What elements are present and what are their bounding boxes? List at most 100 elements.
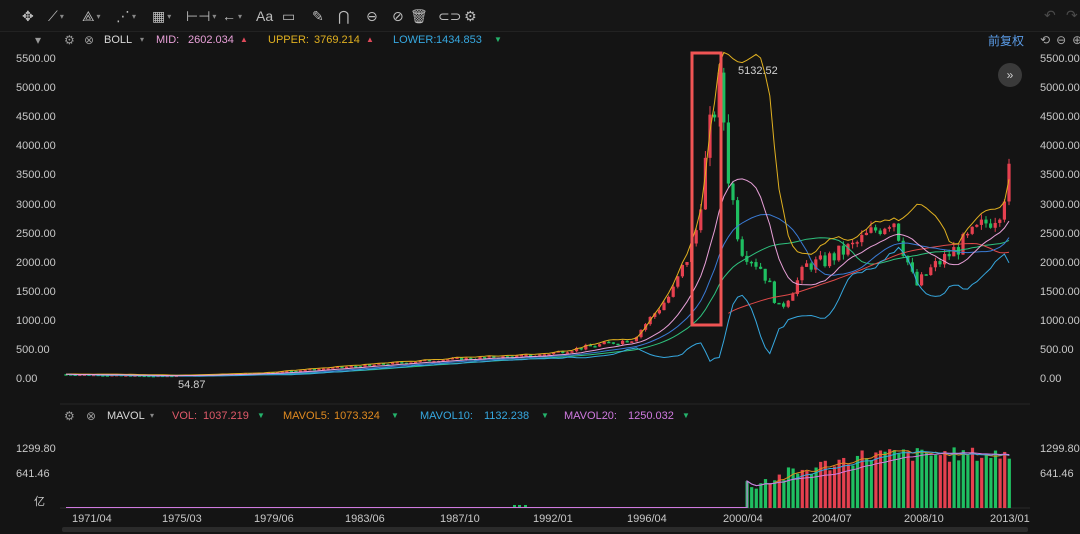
candle-body (115, 374, 119, 377)
candle-body (690, 243, 694, 262)
comment-tool-button[interactable]: ▭ (282, 6, 295, 26)
candle-body (947, 253, 951, 257)
volume-settings-icon[interactable]: ⚙ (64, 409, 75, 423)
lock-tool-button[interactable]: ⊖ (366, 6, 378, 26)
boll-lower-line (65, 246, 1010, 377)
crosshair-tool-icon: ✥ (22, 8, 34, 24)
volume-bar (920, 449, 924, 508)
link-tool-button[interactable]: ⊂⊃ (438, 6, 461, 26)
price-tick-label: 5000.00 (16, 82, 56, 95)
candle-body (423, 359, 427, 362)
ma-line-red (728, 242, 1010, 314)
candle-body (616, 343, 620, 346)
line-tool-icon: ⟋ (48, 8, 58, 24)
candle-body (671, 286, 675, 297)
candle-body (883, 228, 887, 235)
undo-icon[interactable]: ↶ (1044, 7, 1056, 23)
candle-body (561, 351, 565, 354)
redo-icon[interactable]: ↷ (1066, 7, 1078, 23)
magnet-tool-icon: ⋂ (338, 8, 350, 24)
candle-body (924, 274, 928, 276)
minus-icon[interactable]: ⊖ (1056, 33, 1067, 47)
line-tool-button[interactable]: ⟋ ▾ (48, 6, 64, 26)
reset-icon[interactable]: ⟲ (1040, 33, 1051, 47)
plus-icon[interactable]: ⊕ (1072, 33, 1080, 47)
candle-body (473, 359, 477, 361)
candle-body (510, 356, 514, 358)
candle-body (299, 370, 303, 372)
candle-body (303, 369, 307, 372)
candle-body (717, 72, 721, 118)
candle-body (285, 370, 289, 373)
candle-body (966, 233, 970, 236)
candle-body (703, 157, 707, 210)
time-tick-label: 1979/06 (254, 513, 294, 525)
fib-tool-button[interactable]: ⟁ ▾ (82, 6, 101, 26)
candle-body (818, 255, 822, 260)
boll-upper-line (65, 51, 1010, 376)
volume-bar (874, 452, 878, 508)
volume-bar (980, 457, 984, 508)
delete-tool-button[interactable]: 🗑 (410, 6, 428, 26)
hide-tool-button[interactable]: ⊘ (392, 6, 404, 26)
mavol-dropdown-icon[interactable]: ▾ (150, 411, 155, 420)
mavol20-value: 1250.032 (628, 410, 674, 422)
price-adjust-toggle[interactable]: 前复权 (988, 34, 1025, 48)
arrow-tool-icon: ← (222, 8, 236, 24)
scroll-forward-button[interactable]: » (998, 63, 1022, 87)
volume-bar (754, 488, 758, 508)
price-tick-label: 4000.00 (16, 140, 56, 153)
candle-body (759, 266, 763, 269)
mavol-name[interactable]: MAVOL (107, 410, 145, 422)
candle-body (96, 374, 100, 377)
volume-bar (929, 455, 933, 508)
boll-name[interactable]: BOLL (104, 34, 133, 46)
time-tick-label: 2004/07 (812, 513, 852, 525)
candle-body (855, 242, 859, 244)
indicator-close-icon[interactable]: ⊗ (84, 33, 95, 47)
candle-body (984, 219, 988, 224)
candle-body (740, 239, 744, 256)
volume-tick-label: 641.46 (16, 468, 50, 480)
candle-body (777, 302, 781, 305)
mavol5-label: MAVOL5: (283, 410, 330, 422)
candle-body (271, 372, 275, 374)
magnet-tool-button[interactable]: ⋂ (338, 6, 349, 26)
settings-tool-button[interactable]: ⚙ (464, 6, 477, 26)
candle-body (64, 374, 68, 376)
wave-tool-button[interactable]: ⋰ ▾ (116, 6, 136, 26)
pattern-tool-button[interactable]: ▦ ▾ (152, 6, 171, 26)
boll-dropdown-icon[interactable]: ▾ (140, 35, 145, 44)
volume-bar (957, 460, 961, 508)
crosshair-tool-button[interactable]: ✥ (22, 6, 34, 26)
volume-bar (906, 451, 910, 508)
collapse-chevron-icon[interactable]: ▾ (35, 33, 42, 47)
pen-tool-button[interactable]: ✎ (312, 6, 324, 26)
volume-bar (819, 461, 823, 508)
candle-body (506, 356, 510, 358)
candle-body (598, 344, 602, 347)
candle-body (786, 300, 790, 307)
measure-tool-button[interactable]: ⊢⊣ ▾ (186, 6, 216, 26)
settings-tool-icon: ⚙ (464, 8, 477, 24)
candle-body (386, 364, 390, 366)
candle-body (887, 227, 891, 229)
indicator-settings-icon[interactable]: ⚙ (64, 33, 75, 47)
candle-body (538, 354, 542, 357)
chevron-down-icon: ▾ (238, 12, 243, 22)
volume-close-icon[interactable]: ⊗ (86, 409, 97, 423)
candle-body (975, 224, 979, 227)
candle-body (404, 362, 408, 365)
volume-bar (878, 450, 883, 508)
candle-body (754, 262, 758, 267)
candle-body (713, 114, 717, 118)
candle-body (418, 360, 422, 363)
volume-bar (837, 459, 841, 508)
volume-bar (791, 468, 795, 508)
candle-body (625, 340, 629, 343)
arrow-tool-button[interactable]: ← ▾ (222, 6, 242, 26)
price-tick-label: 0.00 (16, 373, 38, 386)
text-tool-button[interactable]: Aa (256, 6, 273, 26)
chevron-down-icon: ▾ (96, 12, 101, 22)
